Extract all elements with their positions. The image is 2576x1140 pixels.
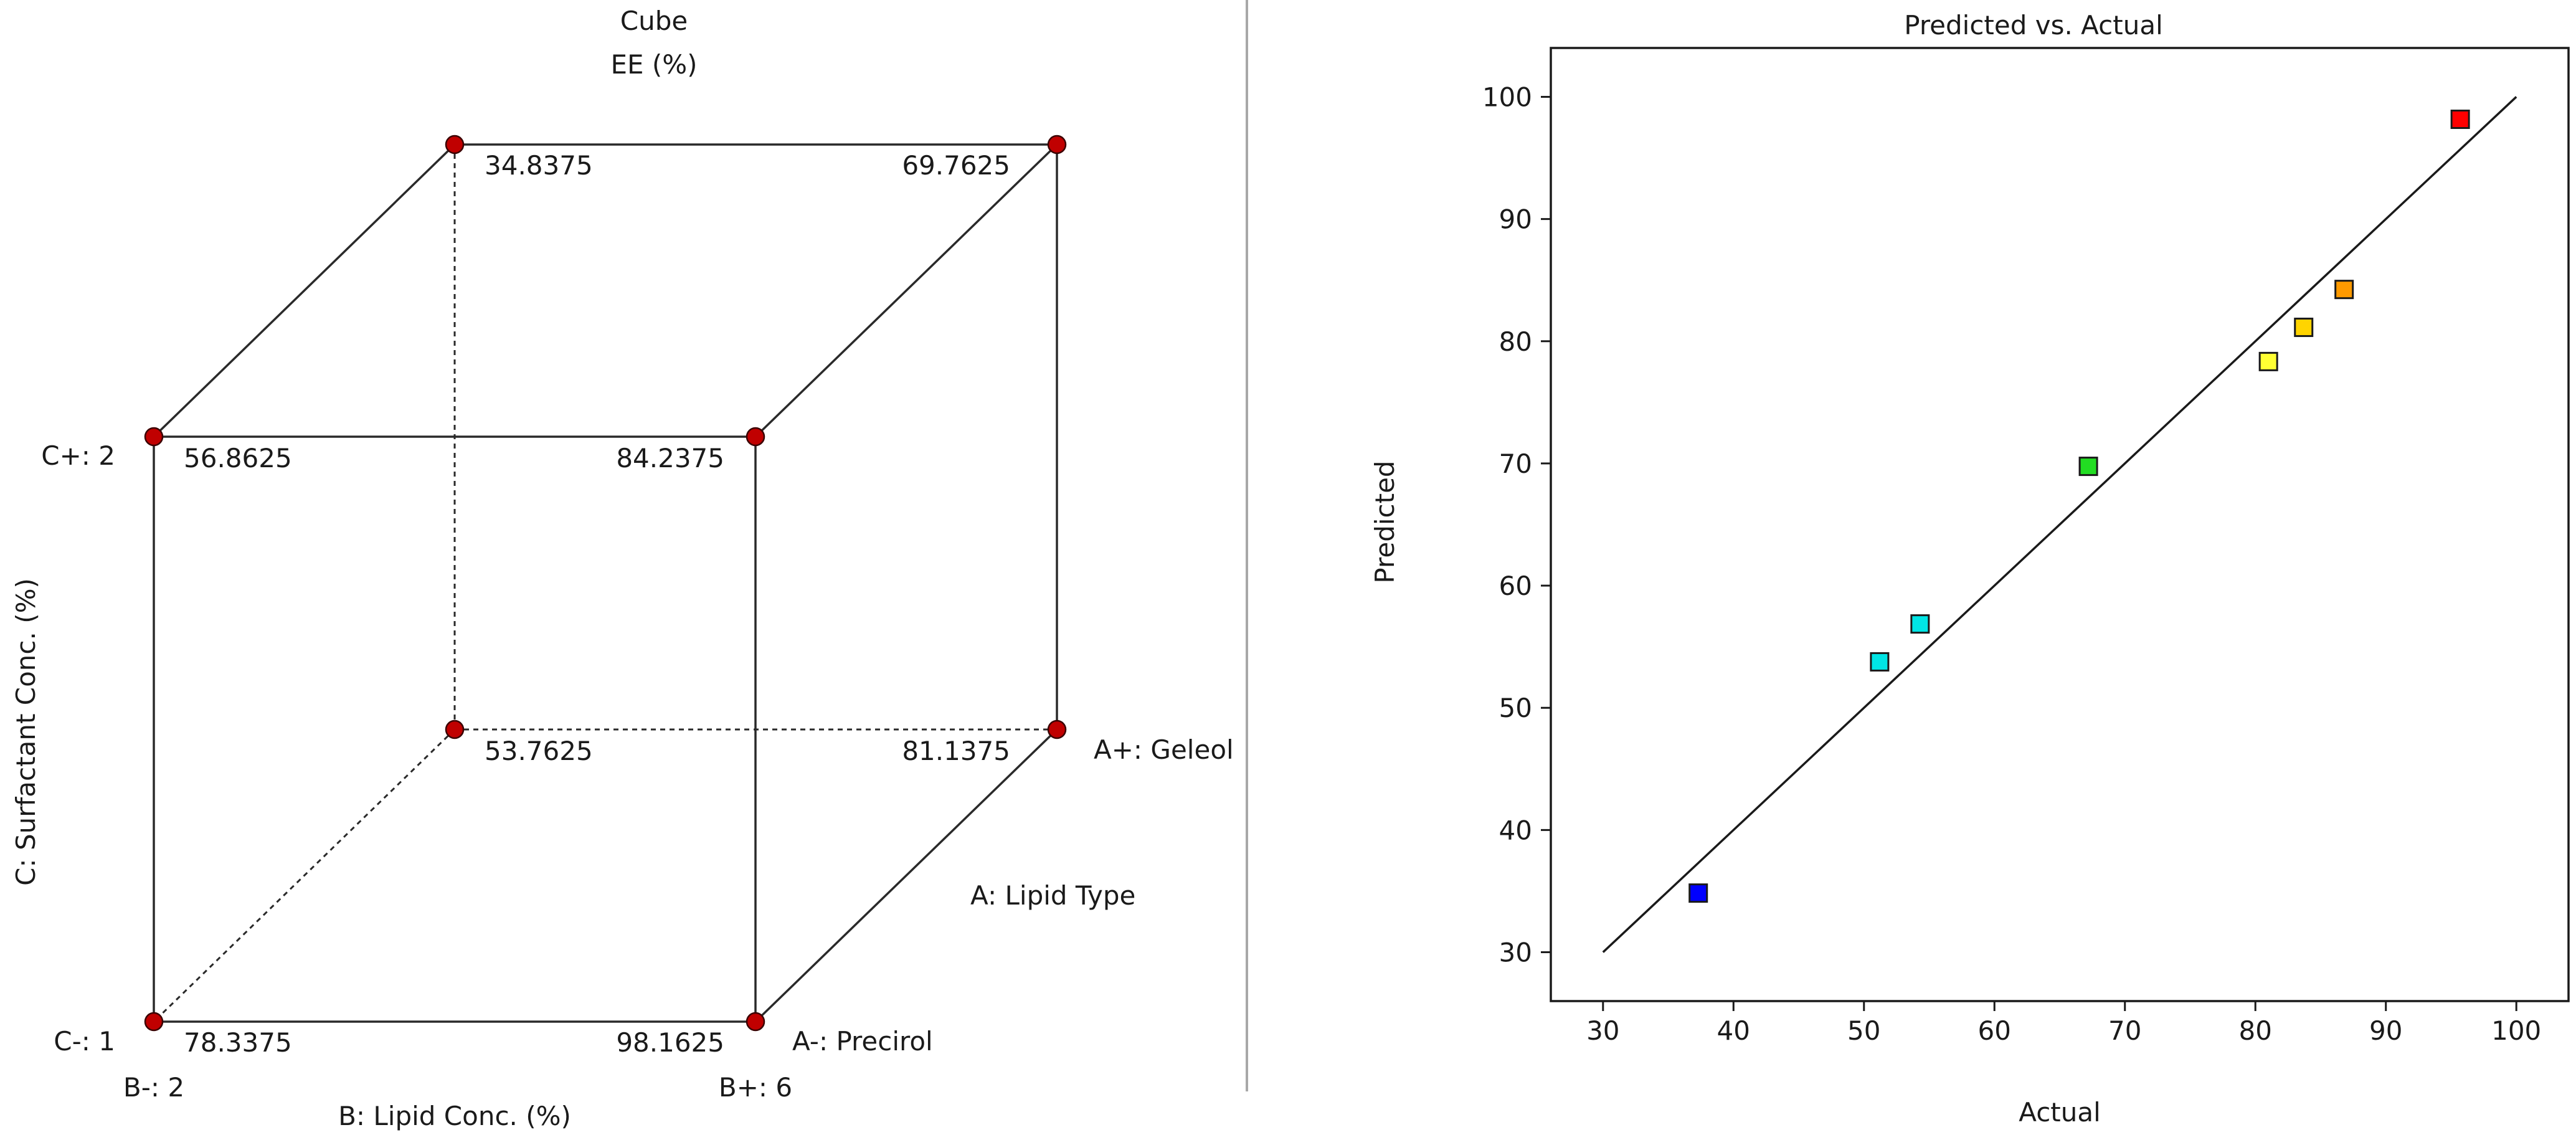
reference-line xyxy=(1602,96,2517,953)
cube-point-front-bottom-left xyxy=(144,1012,164,1032)
b-high-label: B+: 6 xyxy=(719,1072,792,1103)
cube-point-back-top-right xyxy=(1047,135,1067,154)
data-point xyxy=(2334,280,2354,300)
cube-response-label: EE (%) xyxy=(610,49,697,80)
cube-corner-values: 34.8375 69.7625 56.8625 84.2375 53.7625 … xyxy=(184,150,1010,1058)
data-point xyxy=(2258,351,2278,371)
plot-frame xyxy=(1550,47,2570,1002)
cube-corner-points xyxy=(144,135,1067,1032)
cube-plot: Cube EE (%) xyxy=(11,6,1234,1131)
cube-point-front-top-left xyxy=(144,427,164,447)
cube-value-back-top-right: 69.7625 xyxy=(902,150,1010,181)
y-tick-label: 70 xyxy=(1499,449,1532,479)
cube-title: Cube xyxy=(620,6,688,36)
predicted-vs-actual-chart: Predicted vs. Actual 30 40 50 60 70 80 90 100 3… xyxy=(1370,10,2570,1128)
cube-point-back-bottom-right xyxy=(1047,720,1067,739)
x-tick-label: 50 xyxy=(1847,1015,1880,1046)
y-tick-label: 40 xyxy=(1499,815,1532,845)
x-axis-label: Actual xyxy=(2019,1097,2101,1128)
cube-point-back-top-left xyxy=(445,135,465,154)
y-tick-label: 80 xyxy=(1499,326,1532,357)
data-point xyxy=(1910,614,1930,634)
cube-factor-labels: C+: 2 C-: 1 B-: 2 B+: 6 B: Lipid Conc. (… xyxy=(11,440,1234,1131)
cube-value-back-bottom-right: 81.1375 xyxy=(902,736,1010,766)
c-axis-label: C: Surfactant Conc. (%) xyxy=(11,578,41,886)
x-tick-label: 80 xyxy=(2239,1015,2272,1046)
a-low-label: A-: Precirol xyxy=(792,1026,933,1057)
data-point xyxy=(1688,883,1708,903)
x-tick-label: 60 xyxy=(1978,1015,2011,1046)
cube-value-front-top-right: 84.2375 xyxy=(616,443,724,473)
x-tick-label: 70 xyxy=(2108,1015,2141,1046)
y-tick-label: 60 xyxy=(1499,571,1532,601)
x-axis-ticks: 30 40 50 60 70 80 90 100 xyxy=(1586,1001,2541,1046)
b-low-label: B-: 2 xyxy=(123,1072,184,1103)
cube-visible-edges xyxy=(153,143,1058,1023)
cube-value-front-top-left: 56.8625 xyxy=(184,443,292,473)
cube-edge-top-right-depth xyxy=(754,143,1058,438)
cube-edge-bottom-left-depth xyxy=(153,728,456,1023)
chart-title: Predicted vs. Actual xyxy=(1904,10,2163,40)
y-axis-ticks: 30 40 50 60 70 80 90 100 xyxy=(1482,82,1551,968)
cube-edge-bottom-right-depth xyxy=(754,728,1058,1023)
cube-value-back-bottom-left: 53.7625 xyxy=(485,736,593,766)
x-tick-label: 30 xyxy=(1586,1015,1619,1046)
c-low-label: C-: 1 xyxy=(54,1026,115,1057)
c-high-label: C+: 2 xyxy=(41,440,115,471)
b-axis-label: B: Lipid Conc. (%) xyxy=(338,1101,571,1131)
data-point xyxy=(2450,110,2470,130)
x-tick-label: 90 xyxy=(2369,1015,2402,1046)
y-tick-label: 30 xyxy=(1499,938,1532,968)
y-tick-label: 90 xyxy=(1499,204,1532,235)
cube-value-front-bottom-left: 78.3375 xyxy=(184,1027,292,1058)
data-point xyxy=(1870,652,1890,672)
data-point xyxy=(2078,457,2098,477)
y-tick-label: 100 xyxy=(1482,82,1532,112)
y-axis-label: Predicted xyxy=(1370,460,1400,583)
cube-point-front-bottom-right xyxy=(746,1012,765,1032)
reference-line-group xyxy=(1602,96,2517,953)
data-point xyxy=(2294,317,2314,337)
a-axis-label: A: Lipid Type xyxy=(970,880,1135,911)
cube-point-back-bottom-left xyxy=(445,720,465,739)
a-high-label: A+: Geleol xyxy=(1094,734,1234,765)
x-tick-label: 40 xyxy=(1717,1015,1750,1046)
cube-point-front-top-right xyxy=(746,427,765,447)
y-tick-label: 50 xyxy=(1499,693,1532,723)
cube-value-front-bottom-right: 98.1625 xyxy=(616,1027,724,1058)
cube-value-back-top-left: 34.8375 xyxy=(485,150,593,181)
cube-edge-top-left-depth xyxy=(153,143,456,438)
data-points xyxy=(1688,110,2470,903)
x-tick-label: 100 xyxy=(2491,1015,2541,1046)
